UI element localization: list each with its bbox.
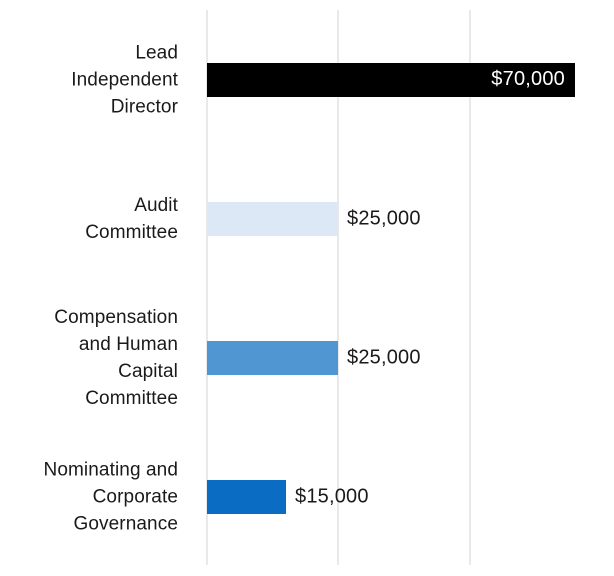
value-label: $25,000 bbox=[347, 346, 421, 368]
category-label: Audit Committee bbox=[0, 192, 178, 246]
gridline bbox=[206, 10, 208, 565]
value-label: $15,000 bbox=[295, 485, 369, 507]
gridline bbox=[469, 10, 471, 565]
gridline bbox=[337, 10, 339, 565]
category-label: Compensation and Human Capital Committee bbox=[0, 304, 178, 412]
category-label-line: Lead bbox=[135, 42, 178, 63]
bar bbox=[207, 201, 338, 236]
chart-row: Audit Committee $25,000 bbox=[0, 149, 614, 288]
category-label-line: Corporate bbox=[92, 486, 178, 507]
chart-row: Nominating and Corporate Governance $15,000 bbox=[0, 427, 614, 566]
category-label-line: Nominating and bbox=[43, 459, 178, 480]
category-label-line: and Human bbox=[78, 333, 178, 355]
bar bbox=[207, 340, 338, 375]
chart-row: Compensation and Human Capital Committee $25… bbox=[0, 288, 614, 427]
chart-row: Lead Independent Director $70,000 bbox=[0, 10, 614, 149]
category-label-line: Committee bbox=[85, 221, 178, 243]
bar: $70,000 bbox=[207, 62, 575, 97]
category-label-line: Committee bbox=[85, 387, 178, 409]
value-label: $25,000 bbox=[347, 207, 421, 229]
category-label: Nominating and Corporate Governance bbox=[0, 456, 178, 537]
category-label-line: Audit bbox=[134, 194, 178, 216]
value-label: $70,000 bbox=[491, 68, 565, 90]
category-label-line: Compensation bbox=[54, 306, 178, 328]
category-label-line: Governance bbox=[73, 513, 178, 534]
category-label-line: Independent bbox=[71, 69, 178, 90]
category-label-line: Director bbox=[110, 96, 178, 117]
category-label: Lead Independent Director bbox=[0, 39, 178, 120]
category-label-line: Capital bbox=[118, 360, 178, 382]
bar bbox=[207, 479, 286, 514]
chart-rows: Lead Independent Director $70,000 Audit Commi… bbox=[0, 10, 614, 566]
